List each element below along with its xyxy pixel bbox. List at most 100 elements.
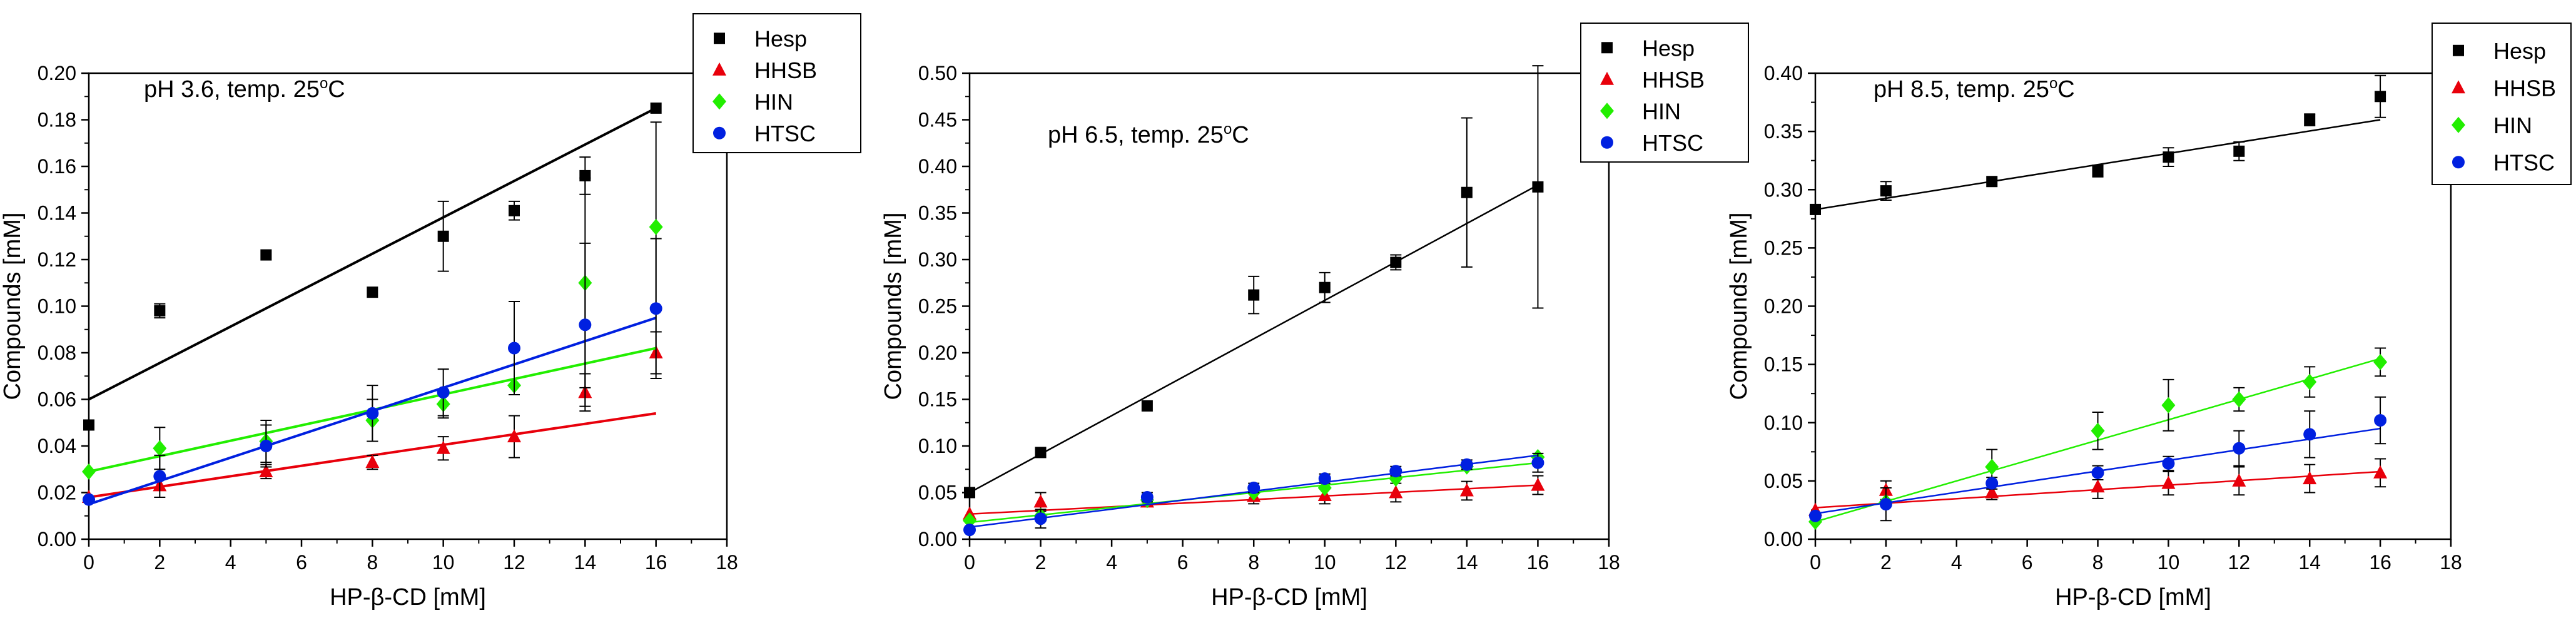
x-tick-label: 0 [1810, 551, 1821, 574]
y-tick-label: 0.04 [38, 435, 76, 457]
y-tick-label: 0.12 [38, 248, 76, 271]
data-point-hin [2232, 391, 2246, 408]
data-point-hesp [650, 102, 662, 114]
data-point-htsc [2162, 457, 2175, 470]
y-tick-label: 0.45 [918, 109, 957, 131]
data-point-htsc [649, 302, 662, 315]
legend-label-hhsb: HHSB [1642, 67, 1705, 93]
data-point-hhsb [2232, 473, 2246, 487]
legend-label-htsc: HTSC [754, 121, 816, 146]
data-point-hesp [509, 205, 520, 216]
y-tick-label: 0.15 [1764, 353, 1803, 376]
data-point-hin [82, 463, 96, 480]
y-tick-label: 0.08 [38, 342, 76, 364]
data-point-hin [2091, 422, 2105, 439]
data-point-hhsb [1985, 485, 1999, 499]
x-tick-label: 8 [1248, 551, 1259, 574]
y-tick-label: 0.18 [38, 109, 76, 131]
legend: Hesp HHSB HIN HTSC [2431, 23, 2572, 185]
x-tick-label: 10 [432, 551, 455, 574]
data-point-hhsb [365, 455, 380, 468]
data-point-hesp [367, 286, 378, 298]
data-point-hesp [154, 305, 166, 317]
legend-label-hhsb: HHSB [754, 58, 817, 83]
data-point-htsc [963, 524, 976, 537]
series-htsc [963, 452, 1544, 537]
data-point-htsc [1389, 465, 1402, 478]
legend-marker-hin [712, 93, 726, 110]
data-point-hhsb [2091, 479, 2105, 493]
legend-marker-hhsb [1600, 71, 1614, 85]
data-point-htsc [1985, 477, 1999, 490]
data-point-htsc [2233, 442, 2246, 455]
data-point-htsc [2374, 414, 2387, 427]
legend-label-hin: HIN [1642, 98, 1681, 124]
legend-marker-hesp [2453, 44, 2464, 56]
x-tick-label: 2 [154, 551, 165, 574]
data-point-hin [1985, 458, 1999, 475]
data-point-hin [649, 218, 663, 235]
data-point-htsc [437, 386, 450, 399]
x-tick-label: 4 [225, 551, 236, 574]
x-axis-title: HP-β-CD [mM] [330, 584, 486, 610]
x-tick-label: 12 [503, 551, 525, 574]
x-tick-label: 6 [296, 551, 307, 574]
y-tick-label: 0.20 [38, 62, 76, 84]
y-axis-title: Compounds [mM] [880, 213, 906, 400]
y-tick-label: 0.10 [1764, 412, 1803, 434]
data-point-hhsb [2303, 471, 2317, 485]
data-point-htsc [2091, 466, 2104, 479]
y-tick-label: 0.35 [918, 202, 957, 225]
plot-frame [1814, 72, 2452, 540]
legend-label-htsc: HTSC [2493, 149, 2555, 175]
legend-marker-hin [2452, 116, 2465, 133]
legend-marker-hin [1600, 103, 1614, 119]
legend-label-hin: HIN [2493, 113, 2532, 138]
data-point-htsc [83, 493, 95, 506]
data-point-htsc [1460, 458, 1473, 471]
y-axis-title: Compounds [mM] [1726, 213, 1752, 400]
legend-label-hesp: Hesp [2493, 38, 2546, 64]
data-point-hhsb [507, 429, 521, 443]
condition-annotation: pH 3.6, temp. 25oC [144, 75, 345, 103]
data-point-hhsb [436, 440, 450, 454]
y-tick-label: 0.15 [918, 388, 957, 411]
x-tick-label: 18 [716, 551, 738, 574]
y-tick-label: 0.40 [1764, 62, 1803, 84]
legend: Hesp HHSB HIN HTSC [1580, 23, 1749, 163]
data-point-htsc [579, 318, 592, 332]
legend-label-hhsb: HHSB [2493, 75, 2556, 101]
y-tick-label: 0.30 [1764, 178, 1803, 201]
data-point-hin [2161, 397, 2176, 413]
y-tick-label: 0.20 [1764, 295, 1803, 318]
data-point-hesp [2163, 151, 2174, 163]
condition-annotation: pH 8.5, temp. 25oC [1874, 75, 2075, 103]
data-point-hesp [1810, 203, 1821, 215]
data-point-htsc [1318, 472, 1331, 485]
fit-line-hesp [89, 107, 657, 401]
y-tick-label: 0.50 [918, 62, 957, 84]
x-tick-label: 6 [1177, 551, 1189, 574]
data-point-htsc [1140, 490, 1154, 504]
fit-line-hesp [970, 184, 1539, 494]
data-point-hin [2373, 353, 2388, 370]
x-tick-label: 4 [1951, 551, 1962, 574]
plot-frame [88, 72, 728, 540]
y-tick-label: 0.10 [38, 295, 76, 318]
legend-label-htsc: HTSC [1642, 130, 1703, 156]
y-tick-label: 0.10 [918, 435, 957, 457]
legend: Hesp HHSB HIN HTSC [692, 13, 861, 153]
x-tick-label: 10 [2158, 551, 2180, 574]
x-tick-label: 8 [2092, 551, 2104, 574]
x-tick-label: 16 [2369, 551, 2391, 574]
y-axis-title: Compounds [mM] [0, 213, 26, 400]
y-tick-label: 0.25 [1764, 236, 1803, 259]
series-htsc [1809, 396, 2387, 522]
legend-marker-htsc [713, 126, 726, 139]
data-point-hesp [1319, 281, 1331, 293]
series-hesp [83, 102, 662, 431]
series-hesp [964, 65, 1544, 499]
y-tick-label: 0.25 [918, 295, 957, 318]
y-tick-label: 0.00 [38, 528, 76, 550]
y-tick-label: 0.35 [1764, 120, 1803, 143]
